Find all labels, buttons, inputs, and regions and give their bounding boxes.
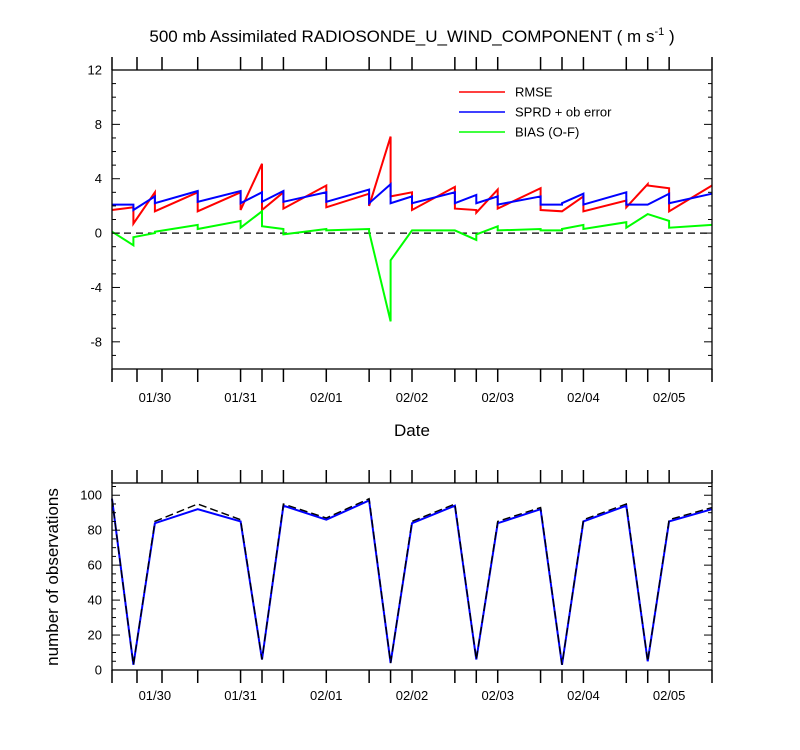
x-tick-label: 02/02 — [396, 688, 429, 703]
y-tick-label: -8 — [90, 334, 102, 349]
x-tick-label: 02/03 — [481, 688, 514, 703]
x-tick-label: 01/30 — [139, 688, 172, 703]
y-tick-label: 0 — [95, 226, 102, 241]
y-tick-label: -4 — [90, 280, 102, 295]
plot-frame — [111, 69, 713, 370]
x-tick-label: 02/04 — [567, 688, 600, 703]
series-line-sprd-ob-error — [112, 181, 713, 212]
series-line-rmse — [111, 136, 713, 227]
y-tick-label: 4 — [95, 171, 102, 186]
series-line-obs-used — [111, 498, 713, 665]
x-tick-label: 02/02 — [396, 390, 429, 405]
x-tick-label: 01/31 — [224, 390, 257, 405]
legend-label: SPRD + ob error — [515, 105, 612, 120]
legend-label: BIAS (O-F) — [515, 125, 579, 140]
series-line-bias-o-f — [111, 209, 713, 322]
series-line-obs-possible — [111, 497, 713, 665]
x-tick-label: 02/04 — [567, 390, 600, 405]
x-tick-label: 02/01 — [310, 688, 343, 703]
top-plot-area: -8 -4 0 4 8 12 01/30 01/31 02/01 02/02 02/03 02/04 0… — [88, 57, 713, 405]
y-tick-label: 80 — [88, 523, 102, 538]
x-tick-label: 02/05 — [653, 688, 686, 703]
y-tick-label: 8 — [95, 117, 102, 132]
x-tick-label: 02/03 — [481, 390, 514, 405]
y-tick-label: 20 — [88, 628, 102, 643]
legend-label: RMSE — [515, 85, 553, 100]
x-tick-label: 01/30 — [139, 390, 172, 405]
bottom-plot-area: 0 20 40 60 80 100 01/30 01/31 02/01 02/02 02/03 02/… — [80, 470, 713, 703]
y-tick-label: 0 — [95, 663, 102, 678]
y-tick-label: 60 — [88, 558, 102, 573]
chart-title: 500 mb Assimilated RADIOSONDE_U_WIND_COM… — [149, 26, 674, 46]
y-tick-label: 100 — [80, 488, 102, 503]
y-axis-title: number of observations — [43, 488, 62, 666]
x-axis-title: Date — [394, 421, 430, 440]
x-tick-label: 02/05 — [653, 390, 686, 405]
x-tick-label: 02/01 — [310, 390, 343, 405]
y-tick-label: 12 — [88, 63, 102, 78]
x-tick-label: 01/31 — [224, 688, 257, 703]
y-tick-label: 40 — [88, 593, 102, 608]
